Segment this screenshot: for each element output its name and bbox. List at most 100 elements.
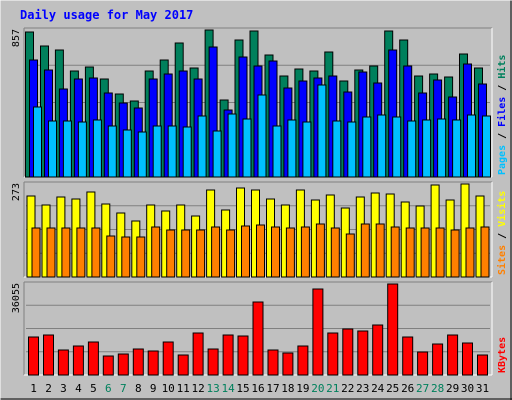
bar-kbytes-day-20 — [312, 288, 324, 376]
x-tick-label-day-6: 6 — [105, 382, 112, 395]
bar-kbytes-day-28 — [432, 343, 444, 376]
bar-sites-day-13 — [211, 226, 221, 278]
x-tick-label-day-11: 11 — [177, 382, 190, 395]
bar-kbytes-day-11 — [177, 354, 189, 376]
x-tick-label-day-25: 25 — [386, 382, 399, 395]
bar-kbytes-day-9 — [147, 350, 159, 376]
bar-pages-day-31 — [482, 115, 491, 178]
x-tick-label-day-8: 8 — [135, 382, 142, 395]
x-axis-labels: 1 2 3 4 5 6 7 8 9 10 11 12 13 14 15 16 17 18 19 20 21 22 23 24 2… — [30, 382, 489, 395]
bar-kbytes-day-1 — [28, 336, 39, 376]
x-tick-label-day-5: 5 — [90, 382, 97, 395]
x-tick-label-day-12: 12 — [191, 382, 204, 395]
bar-pages-day-8 — [137, 131, 147, 178]
bar-kbytes-day-25 — [387, 283, 399, 376]
bar-kbytes-day-17 — [267, 349, 279, 376]
bar-pages-day-24 — [377, 114, 387, 178]
bar-sites-day-9 — [151, 226, 161, 278]
x-tick-label-day-10: 10 — [162, 382, 175, 395]
bar-sites-day-26 — [405, 227, 415, 278]
bar-pages-day-4 — [77, 121, 87, 178]
panel-max-label: 857 — [11, 29, 22, 47]
bar-kbytes-day-29 — [447, 334, 459, 376]
bar-pages-day-2 — [48, 120, 57, 178]
bar-kbytes-day-8 — [132, 348, 144, 376]
bar-sites-day-29 — [450, 229, 460, 278]
x-tick-label-day-1: 1 — [30, 382, 37, 395]
bar-pages-day-26 — [407, 120, 417, 178]
x-tick-label-day-19: 19 — [296, 382, 309, 395]
bar-sites-day-7 — [121, 236, 131, 278]
bar-sites-day-17 — [271, 226, 280, 278]
bar-sites-day-27 — [420, 227, 430, 278]
legend-entry: Hits — [496, 55, 508, 79]
x-tick-label-day-17: 17 — [266, 382, 279, 395]
bar-kbytes-day-13 — [207, 348, 219, 376]
x-tick-label-day-15: 15 — [236, 382, 249, 395]
bar-pages-day-17 — [272, 125, 282, 178]
bar-kbytes-day-14 — [222, 334, 234, 376]
bar-sites-day-1 — [31, 227, 41, 278]
x-tick-label-day-14: 14 — [221, 382, 235, 395]
bar-kbytes-day-6 — [102, 355, 114, 376]
x-tick-label-day-27: 27 — [416, 382, 429, 395]
bar-kbytes-day-31 — [477, 354, 488, 376]
x-tick-label-day-2: 2 — [45, 382, 52, 395]
panel-kbytes: 36055 KBytes — [11, 281, 508, 376]
bar-sites-day-3 — [61, 227, 71, 278]
bar-sites-day-5 — [91, 227, 101, 278]
x-tick-label-day-16: 16 — [251, 382, 264, 395]
bar-sites-day-25 — [390, 226, 400, 278]
bar-pages-day-19 — [302, 121, 312, 178]
bar-kbytes-day-4 — [72, 345, 84, 376]
bar-pages-day-6 — [107, 125, 117, 178]
bar-pages-day-11 — [182, 126, 192, 178]
x-tick-label-day-31: 31 — [476, 382, 489, 395]
x-tick-label-day-29: 29 — [446, 382, 459, 395]
bar-pages-day-3 — [62, 120, 72, 178]
bar-kbytes-day-30 — [462, 342, 473, 376]
bar-sites-day-21 — [330, 227, 340, 278]
bar-sites-day-30 — [465, 227, 475, 278]
x-tick-label-day-22: 22 — [341, 382, 354, 395]
bar-kbytes-day-2 — [43, 334, 54, 376]
bar-kbytes-day-21 — [327, 332, 339, 376]
panel-max-label: 36055 — [11, 283, 22, 313]
bar-sites-day-2 — [46, 227, 56, 278]
panel-legend: Pages / Files / Hits — [496, 55, 508, 175]
bar-pages-day-10 — [167, 125, 177, 178]
chart-title: Daily usage for May 2017 — [20, 8, 193, 22]
legend-entry: / — [497, 227, 508, 245]
x-tick-label-day-13: 13 — [206, 382, 219, 395]
x-tick-label-day-18: 18 — [281, 382, 294, 395]
legend-entry: Files — [496, 97, 508, 127]
x-tick-label-day-9: 9 — [150, 382, 157, 395]
bar-sites-day-18 — [285, 227, 295, 278]
panel-max-label: 273 — [11, 183, 22, 201]
panel-legend: Sites / Visits — [496, 191, 508, 275]
bar-pages-day-29 — [452, 119, 462, 178]
bar-sites-day-20 — [315, 223, 325, 278]
x-tick-label-day-26: 26 — [401, 382, 414, 395]
legend-entry: KBytes — [497, 337, 508, 373]
legend-entry: / — [497, 79, 508, 97]
x-tick-label-day-28: 28 — [431, 382, 444, 395]
bar-kbytes-day-23 — [357, 330, 369, 376]
bar-kbytes-day-7 — [117, 353, 129, 376]
bar-pages-day-14 — [227, 113, 237, 178]
bar-pages-day-25 — [392, 116, 402, 178]
bar-pages-day-7 — [122, 129, 132, 178]
bar-pages-day-12 — [197, 115, 207, 178]
x-tick-label-day-24: 24 — [371, 382, 385, 395]
bar-kbytes-day-26 — [402, 336, 414, 376]
bar-sites-day-14 — [226, 229, 236, 278]
bar-sites-day-11 — [181, 229, 191, 278]
bar-kbytes-day-10 — [162, 341, 174, 376]
bar-sites-day-28 — [435, 227, 445, 278]
bar-kbytes-day-19 — [297, 345, 309, 376]
legend-entry: / — [497, 127, 508, 145]
x-tick-label-day-21: 21 — [326, 382, 339, 395]
bar-kbytes-day-16 — [252, 301, 264, 376]
